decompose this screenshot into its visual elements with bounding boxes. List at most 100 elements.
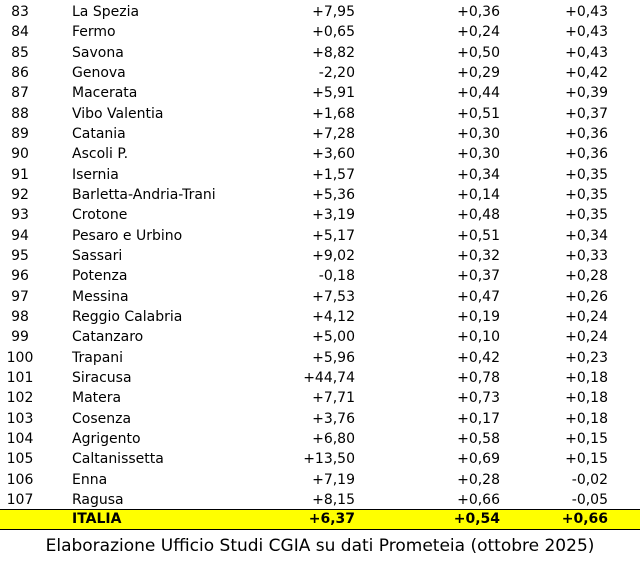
value: +0,18	[565, 369, 608, 386]
province: Siracusa	[72, 369, 132, 386]
total-value: +0,54	[453, 511, 500, 528]
value: +0,24	[565, 329, 608, 346]
table-row: 86 Genova -2,20 +0,29 +0,42	[0, 63, 640, 83]
value: -0,02	[571, 471, 608, 488]
value: +0,37	[565, 105, 608, 122]
value: +0,44	[457, 85, 500, 102]
rank: 107	[6, 491, 34, 508]
rank: 86	[11, 64, 29, 81]
table-row: 92 Barletta-Andria-Trani +5,36 +0,14 +0,35	[0, 185, 640, 205]
province: Catania	[72, 125, 126, 142]
rank: 96	[11, 268, 29, 285]
value: +0,58	[457, 430, 500, 447]
table-row: 85 Savona +8,82 +0,50 +0,43	[0, 43, 640, 63]
value: +0,36	[457, 4, 500, 20]
table-row: 94 Pesaro e Urbino +5,17 +0,51 +0,34	[0, 226, 640, 246]
value: +1,68	[312, 105, 355, 122]
rank: 85	[11, 44, 29, 61]
value: +0,66	[457, 491, 500, 508]
value: +0,14	[457, 186, 500, 203]
table-row: 105 Caltanissetta +13,50 +0,69 +0,15	[0, 449, 640, 469]
value: +0,47	[457, 288, 500, 305]
value: +5,96	[312, 349, 355, 366]
rank: 105	[6, 451, 34, 468]
table-row: 101 Siracusa +44,74 +0,78 +0,18	[0, 368, 640, 388]
value: +0,42	[565, 64, 608, 81]
table-row: 107 Ragusa +8,15 +0,66 -0,05	[0, 490, 640, 510]
value: +7,53	[312, 288, 355, 305]
province: Macerata	[72, 85, 138, 102]
rank: 87	[11, 85, 29, 102]
value: +3,60	[312, 146, 355, 163]
value: +0,26	[565, 288, 608, 305]
value: +0,43	[565, 24, 608, 41]
value: +0,30	[457, 125, 500, 142]
value: +0,65	[312, 24, 355, 41]
value: +0,28	[457, 471, 500, 488]
total-name: ITALIA	[72, 511, 122, 528]
rank: 95	[11, 247, 29, 264]
value: +4,12	[312, 308, 355, 325]
rank: 93	[11, 207, 29, 224]
province: Enna	[72, 471, 108, 488]
table-row: 97 Messina +7,53 +0,47 +0,26	[0, 287, 640, 307]
table-row: 93 Crotone +3,19 +0,48 +0,35	[0, 205, 640, 225]
value: +0,35	[565, 207, 608, 224]
value: +5,00	[312, 329, 355, 346]
value: +0,48	[457, 207, 500, 224]
value: +0,36	[565, 146, 608, 163]
total-value: +6,37	[308, 511, 355, 528]
table-row: 84 Fermo +0,65 +0,24 +0,43	[0, 22, 640, 42]
table-row: 87 Macerata +5,91 +0,44 +0,39	[0, 83, 640, 103]
value: +0,15	[565, 430, 608, 447]
value: +7,19	[312, 471, 355, 488]
rank: 98	[11, 308, 29, 325]
province: Sassari	[72, 247, 123, 264]
value: +0,35	[565, 166, 608, 183]
province: Vibo Valentia	[72, 105, 164, 122]
province: Reggio Calabria	[72, 308, 183, 325]
province: Matera	[72, 390, 122, 407]
table-row: 96 Potenza -0,18 +0,37 +0,28	[0, 266, 640, 286]
table-row: 106 Enna +7,19 +0,28 -0,02	[0, 470, 640, 490]
rank: 106	[6, 471, 34, 488]
value: +0,43	[565, 44, 608, 61]
table-row: 98 Reggio Calabria +4,12 +0,19 +0,24	[0, 307, 640, 327]
value: +0,42	[457, 349, 500, 366]
value: +0,39	[565, 85, 608, 102]
province: Crotone	[72, 207, 128, 224]
caption: Elaborazione Ufficio Studi CGIA su dati …	[45, 536, 595, 556]
value: +9,02	[312, 247, 355, 264]
value: +0,17	[457, 410, 500, 427]
rank: 94	[11, 227, 29, 244]
value: -2,20	[318, 64, 355, 81]
value: +7,71	[312, 390, 355, 407]
province: Pesaro e Urbino	[72, 227, 183, 244]
province: Savona	[72, 44, 124, 61]
value: +0,50	[457, 44, 500, 61]
province: Ascoli P.	[72, 146, 129, 163]
value: -0,05	[571, 491, 608, 508]
province: Caltanissetta	[72, 451, 164, 468]
value: +0,28	[565, 268, 608, 285]
province: Catanzaro	[72, 329, 144, 346]
value: +0,10	[457, 329, 500, 346]
value: +0,37	[457, 268, 500, 285]
table-row: 90 Ascoli P. +3,60 +0,30 +0,36	[0, 144, 640, 164]
province: La Spezia	[72, 4, 140, 20]
value: +0,30	[457, 146, 500, 163]
rank: 92	[11, 186, 29, 203]
rank: 100	[6, 349, 34, 366]
value: +0,43	[565, 4, 608, 20]
value: +0,34	[457, 166, 500, 183]
value: +8,15	[312, 491, 355, 508]
value: +6,80	[312, 430, 355, 447]
table-row: 95 Sassari +9,02 +0,32 +0,33	[0, 246, 640, 266]
value: +0,18	[565, 410, 608, 427]
value: +0,15	[565, 451, 608, 468]
value: +0,73	[457, 390, 500, 407]
table-row: 91 Isernia +1,57 +0,34 +0,35	[0, 165, 640, 185]
value: +5,36	[312, 186, 355, 203]
value: +13,50	[303, 451, 355, 468]
